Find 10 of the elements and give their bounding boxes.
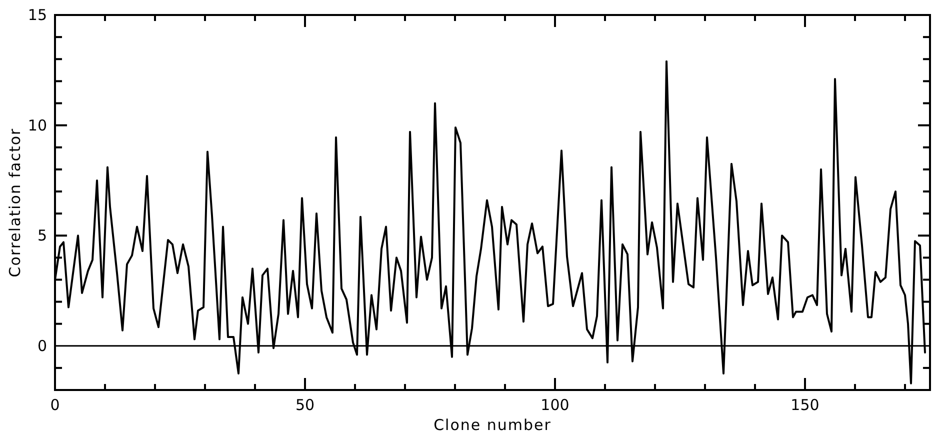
- y-tick-label: 0: [37, 336, 47, 355]
- x-tick-label: 50: [295, 396, 315, 414]
- x-tick-label: 100: [540, 396, 570, 414]
- y-tick-label: 15: [28, 6, 47, 24]
- y-tick-label: 5: [37, 226, 47, 245]
- x-tick-label: 150: [790, 396, 820, 414]
- x-tick-label: 0: [50, 396, 60, 414]
- y-tick-label: 10: [28, 116, 47, 134]
- y-axis-title: Correlation factor: [6, 128, 24, 278]
- x-axis-title: Clone number: [434, 416, 552, 434]
